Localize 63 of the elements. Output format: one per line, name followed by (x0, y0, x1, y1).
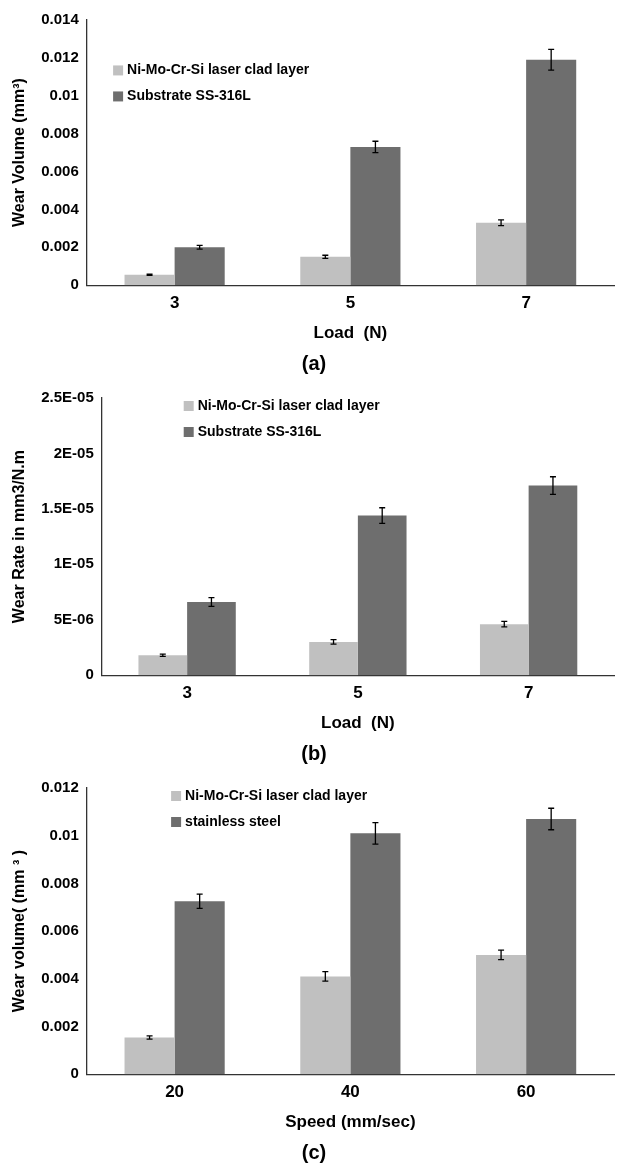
x-tick-label: 7 (521, 293, 531, 313)
x-tick-label: 5 (353, 683, 363, 703)
y-tick-label: 0.008 (41, 123, 79, 141)
bar (526, 59, 577, 286)
bar (174, 247, 225, 286)
legend-label: Ni-Mo-Cr-Si laser clad layer (197, 396, 381, 413)
y-tick-label: 0.004 (41, 199, 80, 217)
text: (a) (301, 351, 327, 374)
bar (357, 515, 407, 676)
x-tick-label: 60 (516, 1082, 536, 1102)
y-tick-label: 1E-05 (53, 554, 94, 572)
legend-label: Ni-Mo-Cr-Si laser clad layer (185, 786, 368, 803)
y-tick-label: 0.012 (41, 48, 79, 66)
y-tick-label: 0.01 (49, 825, 79, 843)
x-tick-label: 40 (340, 1082, 360, 1102)
y-tick-label: 0.002 (41, 1016, 79, 1034)
y-tick-label: 0.01 (49, 85, 79, 103)
x-tick-label: 3 (182, 683, 192, 703)
y-tick-label: 0.014 (41, 10, 80, 28)
y-tick-label: 2E-05 (53, 443, 94, 461)
y-tick-label: 0 (70, 1064, 79, 1082)
bar (350, 146, 401, 286)
legend-label: Ni-Mo-Cr-Si laser clad layer (127, 61, 310, 78)
bar (309, 641, 358, 676)
legend-label: stainless steel (185, 812, 281, 829)
x-tick-label: 20 (165, 1082, 185, 1102)
y-tick-label: 0 (70, 275, 79, 293)
bar (300, 256, 351, 286)
y-tick-label: 0 (85, 665, 94, 683)
bar (526, 819, 577, 1075)
bar (528, 485, 578, 676)
y-tick-label: 2.5E-05 (41, 388, 94, 406)
x-axis-title: Load (N) (321, 713, 395, 733)
bar (138, 655, 188, 676)
y-tick-label: 0.004 (41, 968, 80, 986)
y-tick-label: 0.002 (41, 237, 79, 255)
text: (c) (301, 1140, 327, 1163)
bar (479, 624, 529, 676)
bar (174, 901, 225, 1075)
y-tick-label: 0.006 (41, 161, 79, 179)
y-tick-label: 0.006 (41, 921, 79, 939)
text: (b) (301, 741, 327, 764)
y-tick-label: 1.5E-05 (41, 499, 94, 517)
bar (476, 222, 527, 286)
x-axis-title: Speed (mm/sec) (285, 1112, 416, 1132)
bar (300, 976, 351, 1075)
bar (476, 954, 527, 1075)
x-tick-label: 7 (523, 683, 534, 703)
y-tick-label: 5E-06 (53, 609, 94, 627)
y-axis-title: Wear volume( (mm ³ ) (10, 849, 28, 1013)
y-axis-title: Wear Rate in mm3/N.m (10, 450, 28, 624)
legend-label: Substrate SS-316L (127, 87, 252, 104)
bar (124, 274, 175, 286)
bar (124, 1037, 175, 1075)
bar (350, 833, 401, 1075)
x-axis-title: Load (N) (313, 323, 388, 343)
y-axis-title: Wear Volume (mm³) (10, 78, 28, 227)
y-tick-label: 0.008 (41, 873, 79, 891)
x-tick-label: 5 (345, 293, 356, 313)
x-tick-label: 3 (169, 293, 180, 313)
legend-label: Substrate SS-316L (197, 422, 322, 439)
bar (187, 602, 236, 676)
y-tick-label: 0.012 (41, 778, 79, 796)
